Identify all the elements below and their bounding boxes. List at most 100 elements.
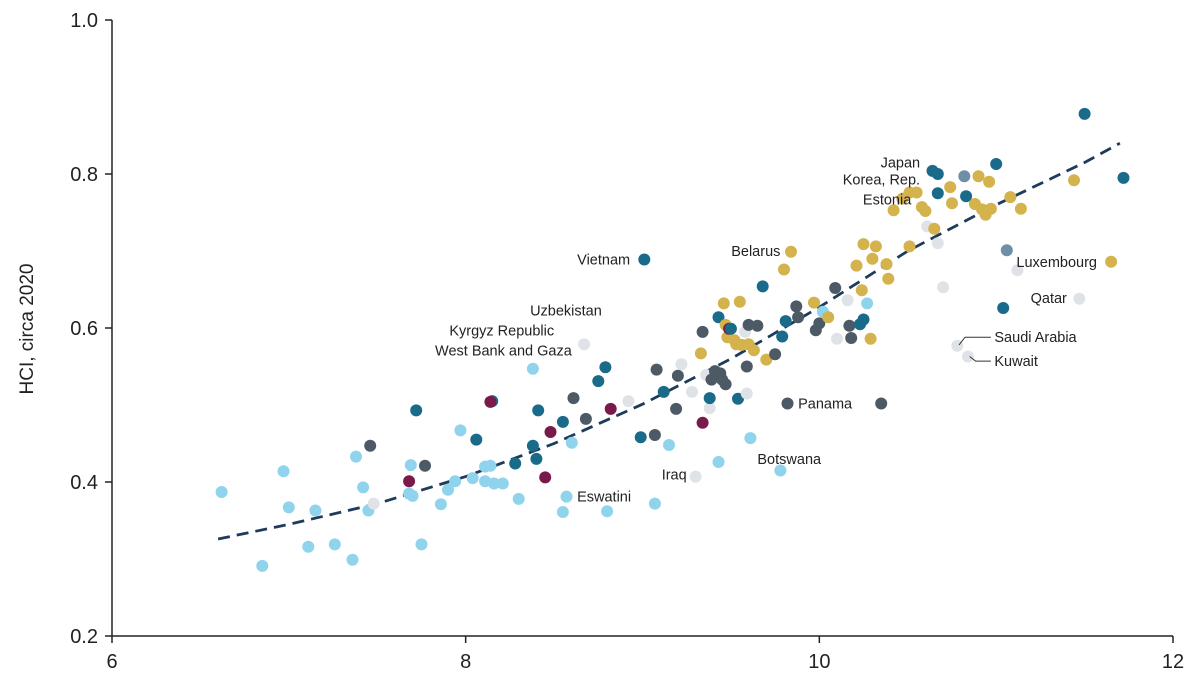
country-point	[670, 402, 683, 415]
country-point	[813, 317, 826, 330]
country-point	[829, 282, 842, 294]
country-point	[703, 392, 716, 405]
country-label: Eswatini	[577, 490, 631, 506]
country-point	[565, 436, 578, 449]
country-point	[960, 190, 973, 203]
x-tick-label: 6	[106, 651, 117, 673]
country-point	[869, 240, 882, 253]
country-point	[346, 553, 359, 566]
country-point	[484, 395, 497, 408]
country-label: Panama	[798, 397, 853, 413]
country-point	[592, 375, 605, 388]
country-point	[717, 297, 730, 310]
country-point	[792, 311, 805, 324]
country-point	[790, 300, 803, 313]
country-point	[1000, 244, 1013, 257]
country-point	[357, 481, 370, 494]
country-point	[928, 222, 941, 235]
country-label: Kyrgyz Republic	[449, 323, 554, 339]
country-point	[861, 297, 874, 310]
country-point	[410, 404, 423, 417]
country-point	[599, 361, 612, 374]
country-point	[733, 295, 746, 308]
country-label: Kuwait	[994, 354, 1038, 370]
country-label: Botswana	[757, 452, 822, 468]
country-point	[622, 395, 635, 408]
country-point	[302, 540, 315, 553]
country-point	[774, 464, 787, 477]
country-point	[760, 353, 773, 366]
x-tick-label: 8	[460, 651, 471, 673]
country-point	[403, 475, 416, 488]
country-point	[530, 452, 543, 465]
country-point	[887, 204, 900, 217]
y-axis-title: HCI, circa 2020	[17, 264, 38, 395]
country-point	[648, 497, 661, 510]
country-point	[671, 369, 684, 382]
country-point	[864, 332, 877, 345]
country-point	[675, 358, 688, 371]
country-point	[1014, 202, 1027, 215]
country-label: Estonia	[863, 192, 912, 208]
country-point	[404, 459, 417, 472]
country-point	[694, 347, 707, 360]
country-point	[880, 258, 893, 271]
country-point	[526, 362, 539, 375]
country-point	[484, 459, 497, 472]
country-point	[579, 412, 592, 425]
country-point	[740, 387, 753, 400]
country-point	[539, 471, 552, 484]
country-point	[857, 238, 870, 251]
country-point	[882, 272, 895, 285]
country-point	[843, 319, 856, 332]
country-point	[309, 504, 322, 517]
country-point	[776, 330, 789, 343]
country-point	[712, 311, 725, 324]
country-point	[732, 392, 744, 405]
country-point	[663, 439, 675, 451]
country-point	[567, 392, 580, 405]
country-point	[740, 360, 753, 373]
country-point	[406, 489, 419, 502]
country-point	[470, 433, 483, 446]
country-point	[724, 322, 737, 335]
country-point	[657, 385, 670, 398]
y-tick-label: 0.6	[70, 318, 98, 340]
country-point	[831, 332, 843, 345]
country-point	[719, 378, 732, 391]
country-point	[961, 350, 974, 363]
country-point	[604, 402, 617, 415]
country-point	[712, 456, 725, 468]
country-point	[931, 237, 944, 250]
country-point	[1073, 292, 1086, 305]
country-point	[1068, 174, 1080, 187]
country-point	[532, 404, 545, 417]
country-point	[769, 348, 782, 361]
country-point	[277, 465, 290, 478]
country-point	[756, 280, 769, 293]
country-point	[1078, 107, 1091, 120]
country-point	[634, 431, 647, 444]
country-point	[367, 497, 380, 510]
y-tick-label: 1.0	[70, 10, 98, 32]
country-point	[466, 472, 479, 485]
country-label: Uzbekistan	[530, 303, 602, 319]
trend-line	[217, 141, 1121, 541]
country-point	[689, 470, 702, 483]
country-point	[434, 498, 447, 511]
country-point	[526, 439, 539, 452]
country-point	[703, 402, 716, 415]
country-label: Korea, Rep.	[843, 172, 920, 188]
country-point	[556, 415, 569, 428]
country-point	[781, 397, 794, 410]
country-point	[1117, 171, 1130, 184]
country-point	[544, 426, 557, 438]
country-point	[845, 332, 858, 344]
country-point	[454, 424, 467, 437]
country-point	[997, 302, 1010, 314]
country-label: Iraq	[662, 467, 687, 483]
country-point	[744, 432, 757, 445]
country-point	[696, 416, 709, 429]
x-tick-label: 12	[1162, 651, 1184, 673]
country-point	[419, 459, 431, 472]
